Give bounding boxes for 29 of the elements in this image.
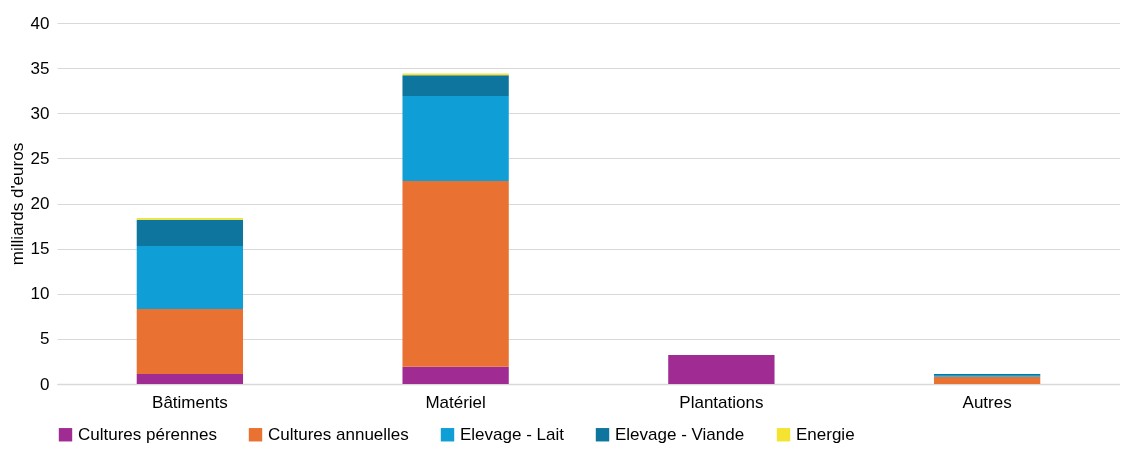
y-tick-label: 40 [30,13,50,33]
bar [402,75,509,97]
bar [402,180,509,367]
legend-label: Elevage - Viande [615,424,745,444]
bar [668,355,775,384]
y-tick-label: 0 [40,374,50,394]
y-tick-label: 15 [30,239,50,259]
y-axis-title: milliards d'euros [7,142,27,266]
bar [933,376,1041,384]
y-tick-label: 30 [30,103,50,123]
y-tick-label: 5 [40,329,50,349]
bar [136,245,244,310]
y-tick-label: 20 [30,194,50,213]
legend-label: Cultures annuelles [268,424,409,444]
x-tick-label: Bâtiments [152,392,228,412]
bar [136,374,244,384]
y-tick-label: 35 [30,58,50,78]
x-tick-label: Matériel [425,392,486,412]
legend-label: Elevage - Lait [460,424,565,444]
legend-label: Energie [796,424,855,444]
legend-label: Cultures pérennes [78,424,217,444]
bar [402,96,509,181]
y-tick-label: 25 [30,148,50,168]
bar [136,219,244,246]
x-tick-label: Plantations [679,392,764,412]
bar [402,366,509,384]
y-tick-label: 10 [30,284,50,304]
bar [136,309,244,375]
x-tick-label: Autres [962,392,1012,412]
